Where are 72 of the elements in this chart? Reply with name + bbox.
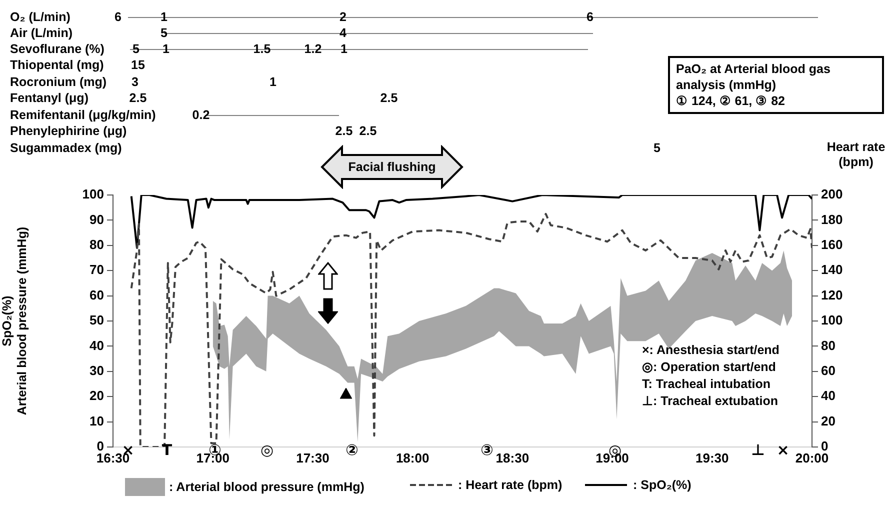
text: 2.5 bbox=[379, 91, 399, 105]
y-tick-label: 0 bbox=[96, 438, 104, 454]
annotation: ×: Anesthesia start/end bbox=[642, 342, 780, 359]
y-tick-label: 90 bbox=[90, 212, 104, 227]
text: 2.5 bbox=[358, 124, 378, 138]
annotation: × bbox=[776, 441, 790, 459]
text: Sugammadex (mg) bbox=[10, 141, 122, 155]
y2-tick-label: 60 bbox=[821, 362, 836, 378]
text: 1.2 bbox=[303, 42, 323, 56]
legend-label: : Heart rate (bpm) bbox=[458, 478, 562, 492]
text: 5 bbox=[132, 42, 140, 56]
y-tick-label: 10 bbox=[90, 413, 104, 428]
annotation: ② bbox=[344, 441, 360, 459]
y2-tick-label: 80 bbox=[821, 338, 836, 353]
text: 1.5 bbox=[252, 42, 272, 56]
annotation: T bbox=[160, 441, 174, 459]
text: O₂ (L/min) bbox=[10, 10, 70, 24]
y-tick-label: 30 bbox=[90, 362, 104, 378]
text: 2.5 bbox=[128, 91, 148, 105]
y2-tick-label: 180 bbox=[821, 212, 843, 227]
y-tick-label: 50 bbox=[90, 312, 104, 328]
x-tick-label: 17:30 bbox=[296, 450, 330, 466]
text: 4 bbox=[338, 26, 348, 40]
text: 1 bbox=[162, 42, 170, 56]
text: Fentanyl (μg) bbox=[10, 91, 88, 105]
text: 1 bbox=[340, 42, 348, 56]
text: PaO₂ at Arterial blood gas analysis (mmHg) bbox=[676, 61, 832, 93]
y2-tick-label: 200 bbox=[821, 186, 843, 202]
text: Phenylephirine (μg) bbox=[10, 124, 127, 138]
text: Air (L/min) bbox=[10, 26, 72, 40]
y-tick-label: 60 bbox=[90, 287, 104, 302]
y2-tick-label: 20 bbox=[821, 413, 836, 428]
y2-tick-label: 160 bbox=[821, 236, 843, 252]
y-axis-title: SpO₂(%) Arterial blood pressure (mmHg) bbox=[0, 226, 29, 416]
x-tick-label: 18:00 bbox=[396, 450, 430, 466]
y2-tick-label: 140 bbox=[821, 262, 843, 278]
y2-tick-label: 120 bbox=[821, 287, 843, 302]
y2-tick-label: 100 bbox=[821, 312, 843, 328]
text: 1 bbox=[268, 75, 278, 89]
text: 3 bbox=[130, 75, 140, 89]
annotation: ⊥ bbox=[750, 441, 766, 459]
text: 6 bbox=[586, 10, 594, 24]
annotation: ◎: Operation start/end bbox=[642, 359, 777, 376]
y-tick-label: 100 bbox=[82, 186, 104, 202]
y2-axis-title: Heart rate (bpm) bbox=[826, 140, 886, 170]
y-tick-label: 70 bbox=[90, 262, 104, 278]
annotation: ⊥: Tracheal extubation bbox=[642, 393, 780, 410]
text: Rocronium (mg) bbox=[10, 75, 107, 89]
text: 15 bbox=[130, 58, 146, 72]
text: Thiopental (mg) bbox=[10, 58, 104, 72]
annotation: ◎ bbox=[259, 441, 275, 459]
legend-label: : SpO₂(%) bbox=[633, 478, 692, 492]
text: 2 bbox=[338, 10, 348, 24]
y2-tick-label: 40 bbox=[821, 388, 836, 404]
y-tick-label: 40 bbox=[90, 338, 104, 353]
legend-label: : Arterial blood pressure (mmHg) bbox=[169, 480, 364, 494]
text: 6 bbox=[114, 10, 122, 24]
annotation: ③ bbox=[480, 441, 494, 459]
text: ① 124, ② 61, ③ 82 bbox=[676, 93, 786, 109]
y-tick-label: 20 bbox=[90, 388, 104, 404]
text: 5 bbox=[652, 141, 662, 155]
text: Remifentanil (μg/kg/min) bbox=[10, 108, 156, 122]
x-tick-label: 19:30 bbox=[696, 450, 729, 466]
text: Facial flushing bbox=[347, 160, 437, 174]
text: 5 bbox=[160, 26, 168, 40]
annotation: T: Tracheal intubation bbox=[642, 376, 772, 393]
y-tick-label: 80 bbox=[90, 236, 104, 252]
text: 2.5 bbox=[334, 124, 354, 138]
text: 0.2 bbox=[191, 108, 211, 122]
x-tick-label: 18:30 bbox=[496, 450, 530, 466]
text: Sevoflurane (%) bbox=[10, 42, 104, 56]
text: 1 bbox=[160, 10, 168, 24]
